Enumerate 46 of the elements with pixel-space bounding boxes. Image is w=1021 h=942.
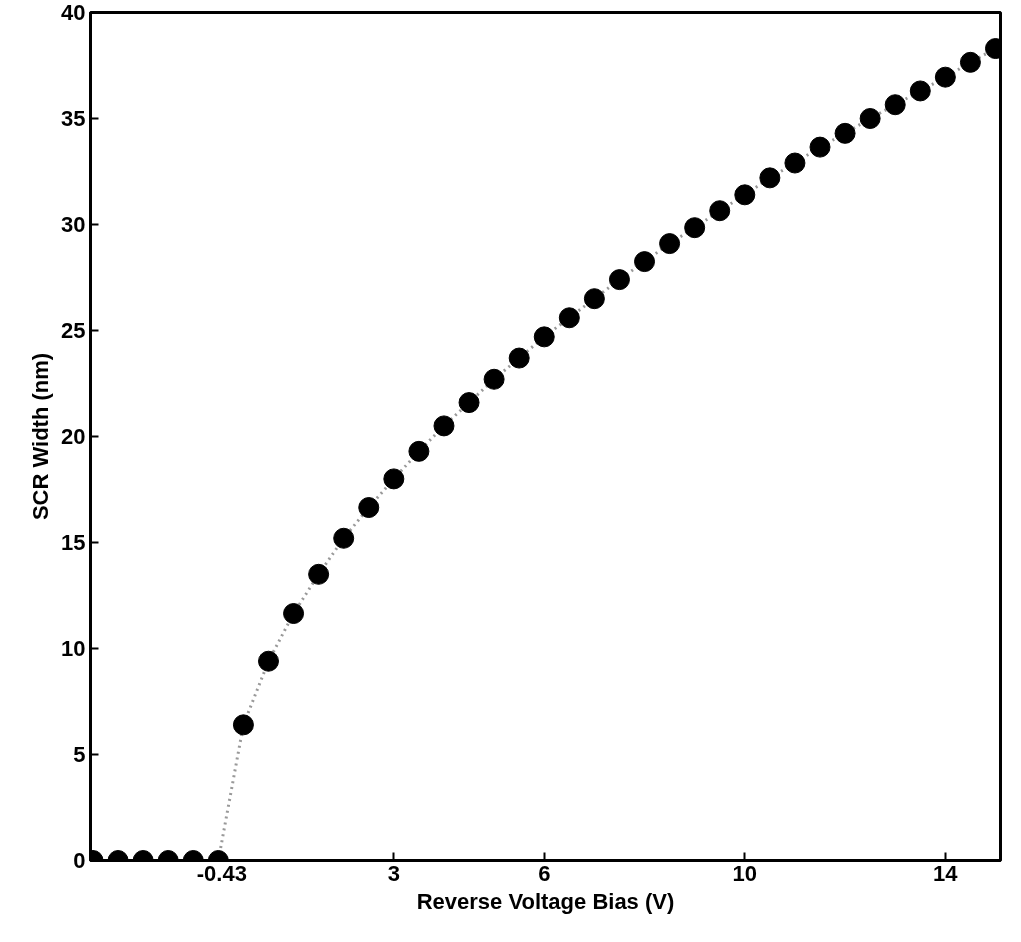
y-tick-label: 15 <box>61 530 86 555</box>
x-tick-label: 6 <box>538 860 551 886</box>
point <box>508 347 530 369</box>
point <box>834 122 856 144</box>
x-tick-label: 14 <box>933 860 959 886</box>
point <box>884 94 906 116</box>
y-tick-label: 5 <box>73 742 86 767</box>
y-tick-label: 40 <box>61 0 86 25</box>
y-tick-label: 25 <box>61 318 86 343</box>
point <box>959 51 981 73</box>
point <box>784 152 806 174</box>
point <box>458 392 480 414</box>
point <box>232 714 254 736</box>
y-tick-label: 30 <box>61 212 86 237</box>
y-axis-title: SCR Width (nm) <box>28 352 54 521</box>
point <box>408 440 430 462</box>
point <box>358 497 380 518</box>
point <box>759 167 781 189</box>
point <box>809 136 831 158</box>
point <box>734 184 756 206</box>
point <box>659 233 681 255</box>
point <box>483 368 505 390</box>
x-tick-label: 3 <box>387 860 400 886</box>
x-tick-label: -0.43 <box>196 860 247 886</box>
y-tick-label: 20 <box>61 424 86 449</box>
x-tick-label: 10 <box>732 860 758 886</box>
point <box>583 288 605 310</box>
point <box>709 200 731 222</box>
point <box>934 66 956 88</box>
point <box>308 563 330 585</box>
point <box>558 307 580 329</box>
point <box>257 650 279 672</box>
point <box>634 251 656 273</box>
point <box>283 603 305 624</box>
point <box>333 527 355 549</box>
x-axis-title: Reverse Voltage Bias (V) <box>416 888 675 914</box>
point <box>859 108 881 129</box>
y-tick-label: 0 <box>73 848 86 873</box>
point <box>433 415 455 437</box>
point <box>684 217 706 239</box>
point <box>909 80 931 102</box>
y-tick-label: 35 <box>61 106 86 131</box>
point <box>383 468 405 490</box>
point <box>533 326 555 348</box>
y-tick-label: 10 <box>61 636 86 661</box>
point <box>608 269 630 291</box>
